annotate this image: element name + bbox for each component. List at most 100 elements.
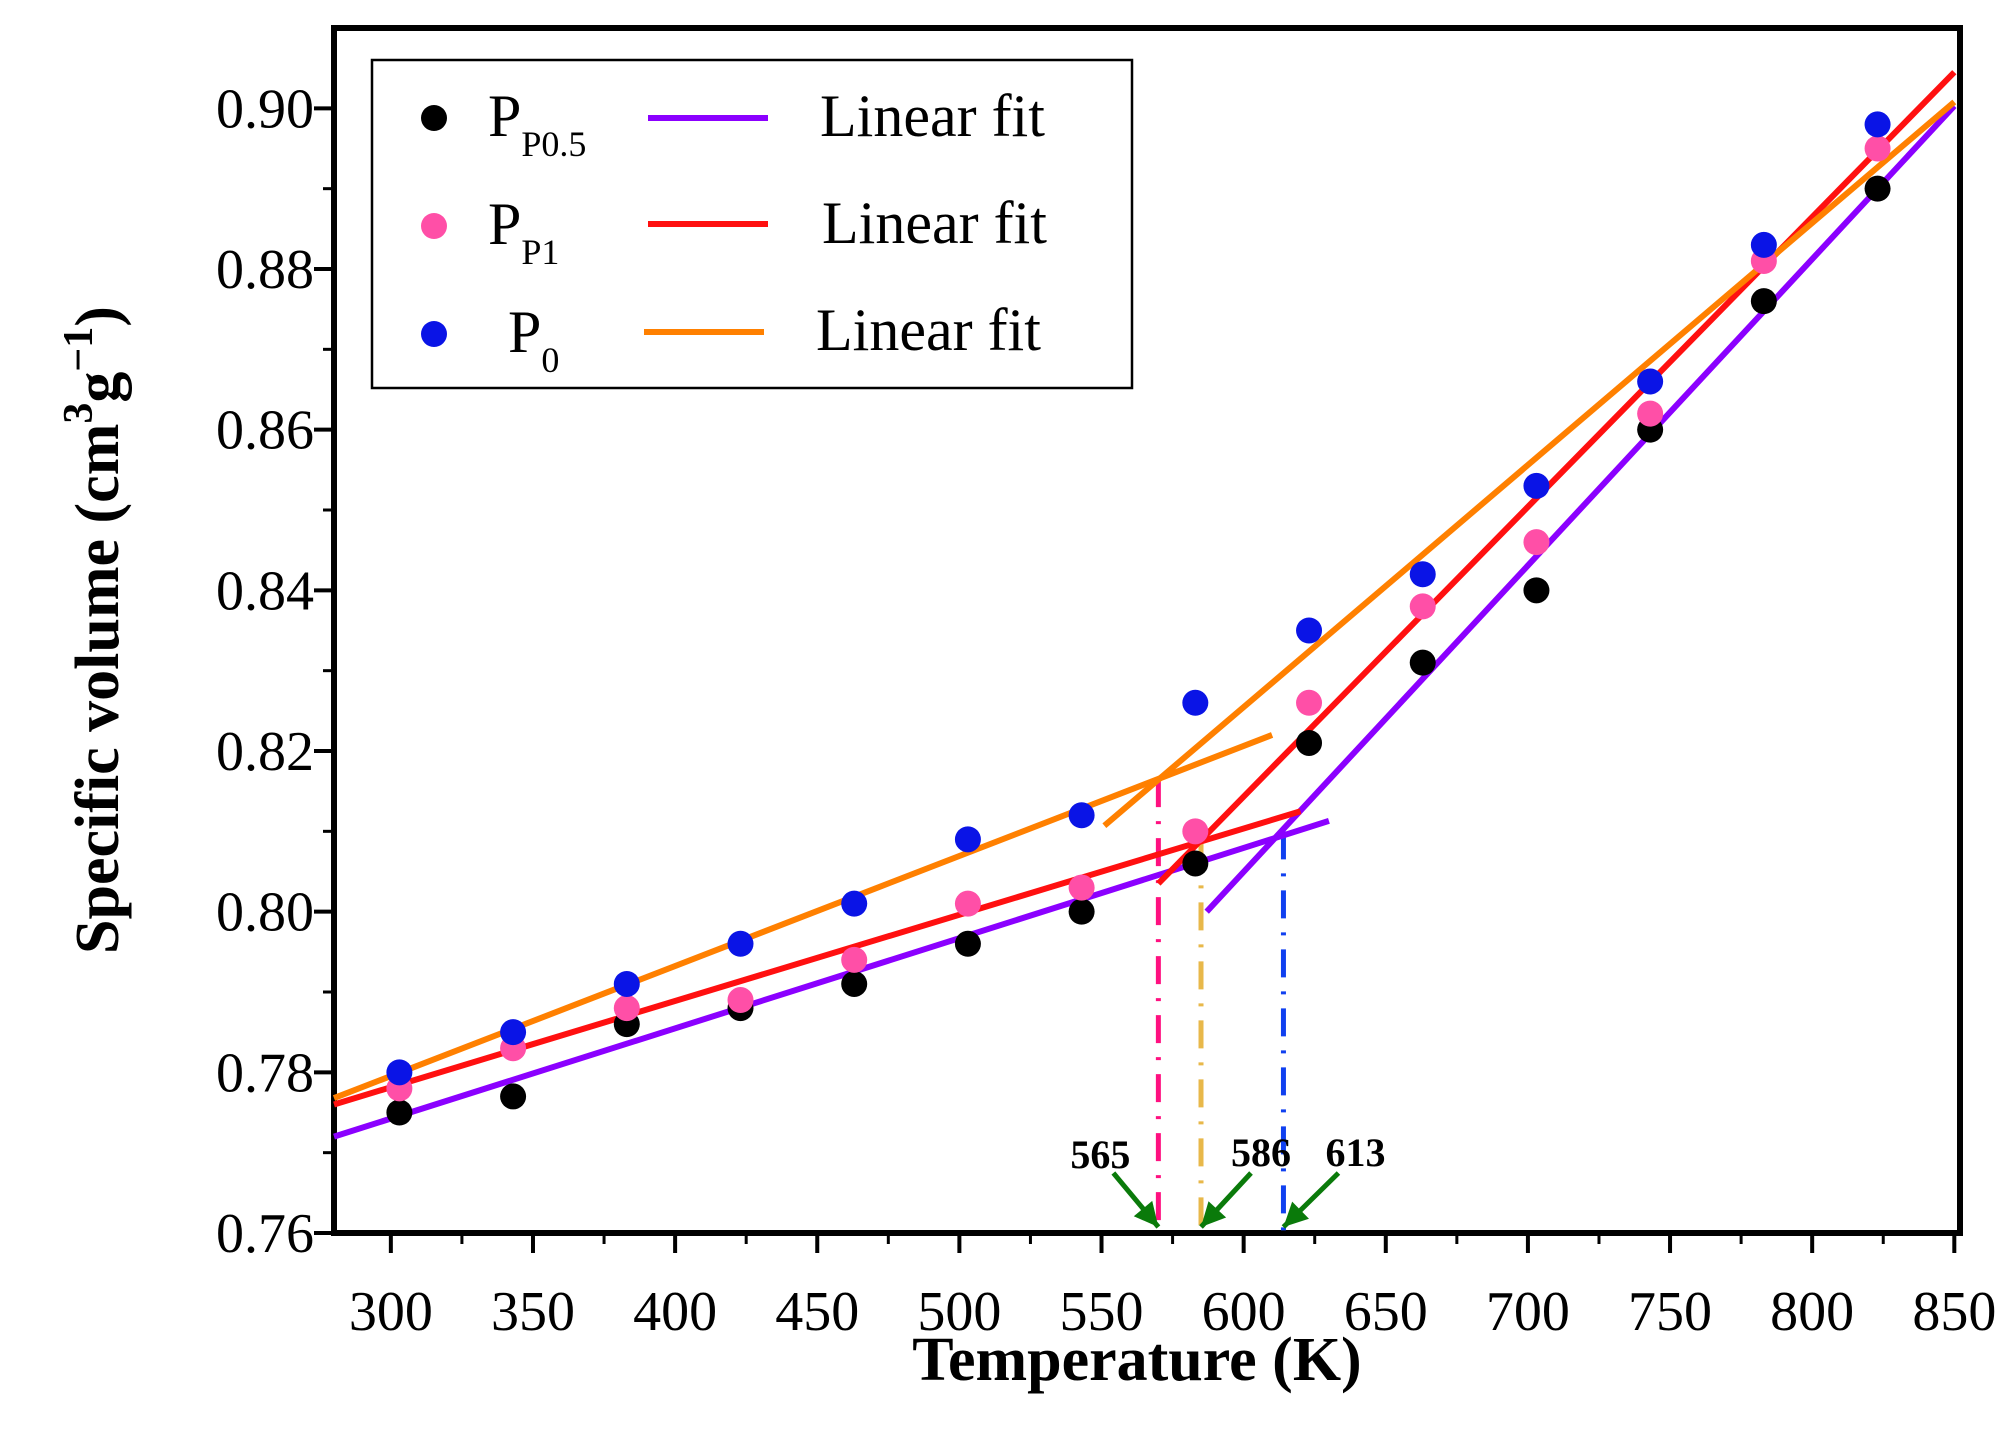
legend-entry-fit-purple: Linear fit [648, 83, 1045, 149]
x-tick-labels: 300 350 400 450 500 550 600 650 700 750 800 850 [349, 1281, 1996, 1343]
data-point-P0 [386, 1059, 413, 1086]
y-tick-label: 0.88 [216, 239, 314, 301]
y-tick-label: 0.86 [216, 400, 314, 462]
data-point-PP1 [1637, 400, 1664, 427]
axis-ticks [314, 106, 1957, 1253]
legend-entry-fit-orange: Linear fit [644, 297, 1041, 363]
legend-entry-pp05: PP0.5 [421, 83, 586, 164]
legend-label-pp05-main: P [488, 83, 521, 149]
data-point-PP0.5 [1296, 729, 1323, 756]
fit-line-2-segment-1 [1102, 99, 1957, 828]
y-tick-label: 0.78 [216, 1042, 314, 1104]
y-axis-title-mid: g [64, 372, 132, 403]
x-tick-label: 300 [349, 1281, 433, 1343]
x-tick-label: 750 [1628, 1281, 1712, 1343]
legend-label-p0-sub: 0 [541, 340, 559, 380]
data-point-PP0.5 [954, 930, 981, 957]
data-point-P0 [1409, 561, 1436, 588]
fit-line-1-segment-1 [1156, 70, 1957, 886]
data-point-P0 [500, 1019, 527, 1046]
data-point-PP0.5 [1864, 175, 1891, 202]
data-point-PP1 [1068, 874, 1095, 901]
legend-entry-fit-red: Linear fit [648, 190, 1047, 256]
x-tick-label: 500 [917, 1281, 1001, 1343]
data-point-PP0.5 [1409, 649, 1436, 676]
legend-label-pp05-sub: P0.5 [521, 124, 586, 164]
data-point-PP1 [841, 946, 868, 973]
data-point-PP1 [954, 890, 981, 917]
transition-arrow-head-613 [1283, 1201, 1309, 1227]
data-point-P0 [1182, 689, 1209, 716]
y-axis-title: Specific volume (cm3g−1) [56, 306, 132, 954]
data-point-P0 [1637, 368, 1664, 395]
fit-line-2-segment-0 [332, 732, 1274, 1101]
transition-label-613: 613 [1325, 1130, 1385, 1175]
data-point-PP0.5 [386, 1099, 413, 1126]
x-tick-label: 850 [1912, 1281, 1996, 1343]
legend-label-pp1-sub: P1 [521, 232, 559, 272]
legend-label-p0: P0 [508, 299, 559, 380]
y-axis-title-sup-1: 3 [56, 403, 102, 424]
y-tick-label: 0.80 [216, 882, 314, 944]
data-point-PP1 [1523, 529, 1550, 556]
y-tick-labels: 0.76 0.78 0.80 0.82 0.84 0.86 0.88 0.90 [216, 78, 314, 1265]
data-points [386, 111, 1891, 1126]
transition-label-565: 565 [1070, 1132, 1130, 1177]
x-tick-label: 700 [1486, 1281, 1570, 1343]
plot-area-frame [331, 25, 1963, 1236]
data-point-PP1 [1864, 135, 1891, 162]
legend-marker-p0 [421, 321, 447, 347]
y-axis-title-end: ) [64, 306, 132, 327]
x-tick-label: 800 [1770, 1281, 1854, 1343]
data-point-P0 [1296, 617, 1323, 644]
data-point-PP0.5 [500, 1083, 527, 1110]
transition-label-586: 586 [1231, 1130, 1291, 1175]
data-point-PP1 [1296, 689, 1323, 716]
legend-label-fit-red: Linear fit [822, 190, 1047, 256]
y-tick-label: 0.82 [216, 721, 314, 783]
transition-arrow-head-565 [1133, 1200, 1159, 1227]
x-tick-label: 350 [491, 1281, 575, 1343]
y-tick-label: 0.90 [216, 78, 314, 140]
transition-arrow-head-586 [1201, 1201, 1227, 1227]
x-tick-label: 450 [775, 1281, 859, 1343]
x-tick-label: 600 [1202, 1281, 1286, 1343]
fit-lines [332, 70, 1957, 1140]
y-tick-label: 0.76 [216, 1203, 314, 1265]
data-point-P0 [1523, 472, 1550, 499]
legend-entry-pp1: PP1 [421, 191, 559, 272]
data-point-PP0.5 [1523, 577, 1550, 604]
data-point-P0 [841, 890, 868, 917]
legend-label-fit-orange: Linear fit [816, 297, 1041, 363]
data-point-P0 [1864, 111, 1891, 138]
fit-line-0-segment-0 [333, 818, 1330, 1140]
y-tick-label: 0.84 [216, 560, 314, 622]
data-point-PP0.5 [1750, 288, 1777, 315]
data-point-PP0.5 [841, 970, 868, 997]
data-point-PP1 [1182, 818, 1209, 845]
data-point-P0 [954, 826, 981, 853]
y-axis-title-sup-2: −1 [56, 327, 102, 372]
fit-line-0-segment-1 [1204, 103, 1957, 914]
data-point-P0 [1068, 802, 1095, 829]
data-point-PP1 [727, 987, 754, 1014]
legend-marker-pp1 [421, 213, 447, 239]
legend-label-fit-purple: Linear fit [820, 83, 1045, 149]
legend-label-p0-main: P [508, 299, 541, 365]
data-point-PP0.5 [1068, 898, 1095, 925]
x-tick-label: 550 [1060, 1281, 1144, 1343]
y-axis-title-main: Specific volume (cm [64, 424, 132, 954]
fit-line-1-segment-0 [333, 808, 1302, 1108]
x-tick-label: 650 [1344, 1281, 1428, 1343]
x-axis-title: Temperature (K) [912, 1326, 1361, 1394]
legend-entry-p0: P0 [421, 299, 559, 380]
legend-marker-pp05 [421, 105, 447, 131]
legend-label-pp1: PP1 [488, 191, 559, 272]
data-point-P0 [727, 930, 754, 957]
x-tick-label: 400 [633, 1281, 717, 1343]
legend-label-pp05: PP0.5 [488, 83, 586, 164]
data-point-PP1 [613, 995, 640, 1022]
legend-label-pp1-main: P [488, 191, 521, 257]
data-point-PP1 [1409, 593, 1436, 620]
